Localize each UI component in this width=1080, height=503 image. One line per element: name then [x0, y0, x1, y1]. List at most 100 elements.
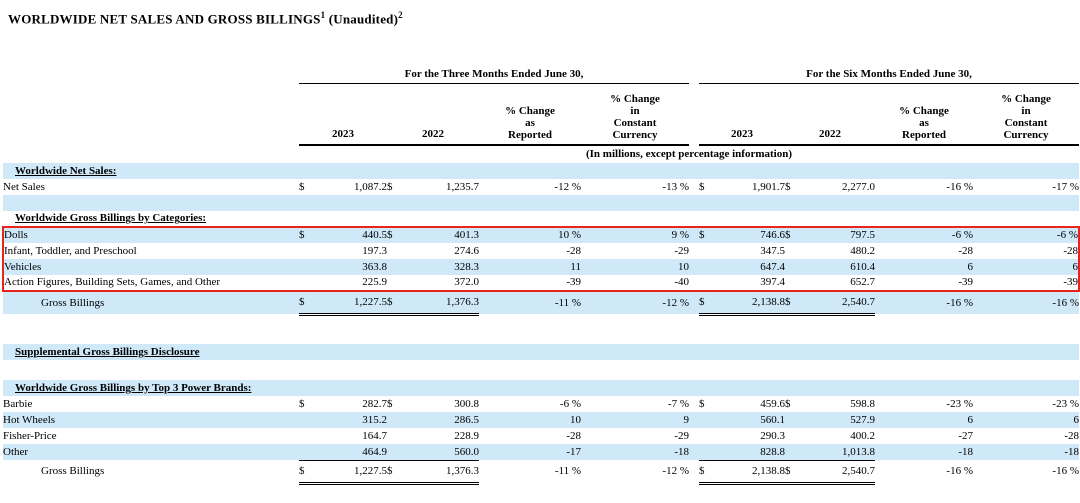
column-header-row: 2023 2022 % Change as Reported % Change … — [3, 83, 1079, 147]
table-row: Supplemental Gross Billings Disclosure — [3, 344, 1079, 361]
dollar-sign-cell — [699, 428, 713, 445]
table-row: Net Sales $1,087.2 $1,235.7 -12 % -13 % $1,90… — [3, 179, 1079, 196]
dollar-sign-cell — [299, 259, 313, 276]
table-row: Gross Billings $1,227.5 $1,376.3 -11 % -12 %… — [3, 290, 1079, 316]
dollar-sign-cell — [299, 243, 313, 260]
percent-cell: -28 — [875, 243, 973, 260]
percent-cell: -12 % — [479, 179, 581, 196]
dollar-sign-cell: $ — [299, 459, 313, 485]
dollar-sign-cell — [299, 412, 313, 429]
row-label: Dolls — [2, 226, 299, 244]
percent-cell: 10 — [479, 412, 581, 429]
table-row: Other 464.9 560.0 -17 -18 828.8 1,013.8 -18 -18 — [3, 444, 1079, 461]
dollar-sign-cell: $ — [785, 396, 799, 413]
percent-cell: 6 — [875, 259, 973, 276]
percent-cell: 6 — [875, 412, 973, 429]
value-cell: 401.3 — [401, 226, 479, 244]
table-row: Worldwide Gross Billings by Top 3 Power … — [3, 380, 1079, 397]
section-header-cell: Worldwide Gross Billings by Top 3 Power … — [3, 380, 1079, 397]
dollar-sign-cell — [785, 243, 799, 260]
row-label: Hot Wheels — [3, 412, 299, 429]
dollar-sign-cell: $ — [299, 179, 313, 196]
percent-cell: -11 % — [479, 460, 581, 484]
section-header-label: Worldwide Gross Billings by Categories: — [15, 212, 207, 225]
value-cell: 610.4 — [799, 259, 875, 276]
dollar-sign-cell: $ — [699, 290, 713, 316]
row-label: Barbie — [3, 396, 299, 413]
value-cell: 397.4 — [713, 275, 785, 293]
section-header-label: Supplemental Gross Billings Disclosure — [15, 345, 200, 358]
percent-cell: -16 % — [875, 460, 973, 484]
value-cell: 300.8 — [401, 396, 479, 413]
dollar-sign-cell: $ — [699, 226, 713, 244]
row-label: Net Sales — [3, 179, 299, 196]
value-cell: 560.1 — [713, 412, 785, 429]
value-cell: 347.5 — [713, 243, 785, 260]
dollar-sign-cell — [699, 275, 713, 293]
percent-cell: -28 — [479, 428, 581, 445]
six-months-group-header: For the Six Months Ended June 30, — [699, 63, 1079, 84]
value-cell: 197.3 — [313, 243, 387, 260]
percent-cell: -40 — [581, 275, 689, 293]
section-header-cell: Worldwide Net Sales: — [3, 163, 1079, 180]
value-cell: 1,013.8 — [799, 444, 875, 461]
dollar-sign-cell — [387, 428, 401, 445]
value-cell: 652.7 — [799, 275, 875, 293]
percent-cell: 6 — [973, 412, 1079, 429]
percent-cell: -39 — [479, 275, 581, 293]
dollar-sign-cell: $ — [699, 396, 713, 413]
value-cell: 2,138.8 — [713, 459, 785, 485]
footnote-ref-2: 2 — [398, 10, 403, 20]
value-cell: 828.8 — [713, 444, 785, 461]
percent-cell: -16 % — [875, 291, 973, 315]
dollar-sign-cell: $ — [299, 396, 313, 413]
percent-cell: 11 — [479, 259, 581, 276]
value-cell: 1,901.7 — [713, 179, 785, 196]
percent-cell: -39 — [973, 275, 1080, 293]
dollar-sign-cell: $ — [387, 396, 401, 413]
percent-cell: -29 — [581, 243, 689, 260]
value-cell: 282.7 — [313, 396, 387, 413]
value-cell: 1,376.3 — [401, 290, 479, 316]
value-cell: 228.9 — [401, 428, 479, 445]
page-title-text: WORLDWIDE NET SALES AND GROSS BILLINGS — [8, 11, 321, 27]
footnote-ref-1: 1 — [320, 10, 326, 20]
value-cell: 464.9 — [313, 444, 387, 461]
value-cell: 797.5 — [799, 226, 875, 244]
row-label: Vehicles — [2, 259, 299, 276]
col-header-2023-3m: 2023 — [299, 83, 387, 147]
table-body: Worldwide Net Sales: Net Sales $1,087.2 $1,… — [2, 163, 1080, 485]
value-cell: 746.6 — [713, 226, 785, 244]
value-cell: 1,227.5 — [313, 290, 387, 316]
units-note: (In millions, except percentage informat… — [585, 148, 793, 161]
value-cell: 363.8 — [313, 259, 387, 276]
percent-cell: -28 — [973, 428, 1079, 445]
value-cell: 400.2 — [799, 428, 875, 445]
table-row: Infant, Toddler, and Preschool 197.3 274.6… — [2, 243, 1080, 260]
group-gap-cell — [689, 444, 699, 461]
group-gap-cell — [689, 243, 699, 260]
table-row — [3, 360, 1079, 381]
value-cell: 372.0 — [401, 275, 479, 293]
table-row: Hot Wheels 315.2 286.5 10 9 560.1 527.9 6 6 — [3, 412, 1079, 429]
group-gap-cell — [689, 412, 699, 429]
percent-cell: -16 % — [973, 291, 1079, 315]
col-header-pct-reported-3m: % Change as Reported — [479, 83, 581, 147]
table-row: Worldwide Net Sales: — [3, 163, 1079, 180]
table-row: Gross Billings $1,227.5 $1,376.3 -11 % -12 %… — [3, 459, 1079, 485]
dollar-sign-cell: $ — [699, 179, 713, 196]
percent-cell: -18 — [581, 444, 689, 461]
dollar-sign-cell: $ — [387, 459, 401, 485]
group-gap-cell — [689, 428, 699, 445]
table-row: Barbie $282.7 $300.8 -6 % -7 % $459.6 $598.8 -2… — [3, 396, 1079, 413]
group-gap-cell — [689, 83, 699, 145]
group-gap-cell — [689, 226, 699, 244]
page-title: WORLDWIDE NET SALES AND GROSS BILLINGS1 … — [0, 0, 1080, 27]
dollar-sign-cell: $ — [785, 179, 799, 196]
value-cell: 225.9 — [313, 275, 387, 293]
row-label: Infant, Toddler, and Preschool — [2, 243, 299, 260]
dollar-sign-cell: $ — [299, 226, 313, 244]
value-cell: 290.3 — [713, 428, 785, 445]
dollar-sign-cell — [699, 259, 713, 276]
value-cell: 1,376.3 — [401, 459, 479, 485]
